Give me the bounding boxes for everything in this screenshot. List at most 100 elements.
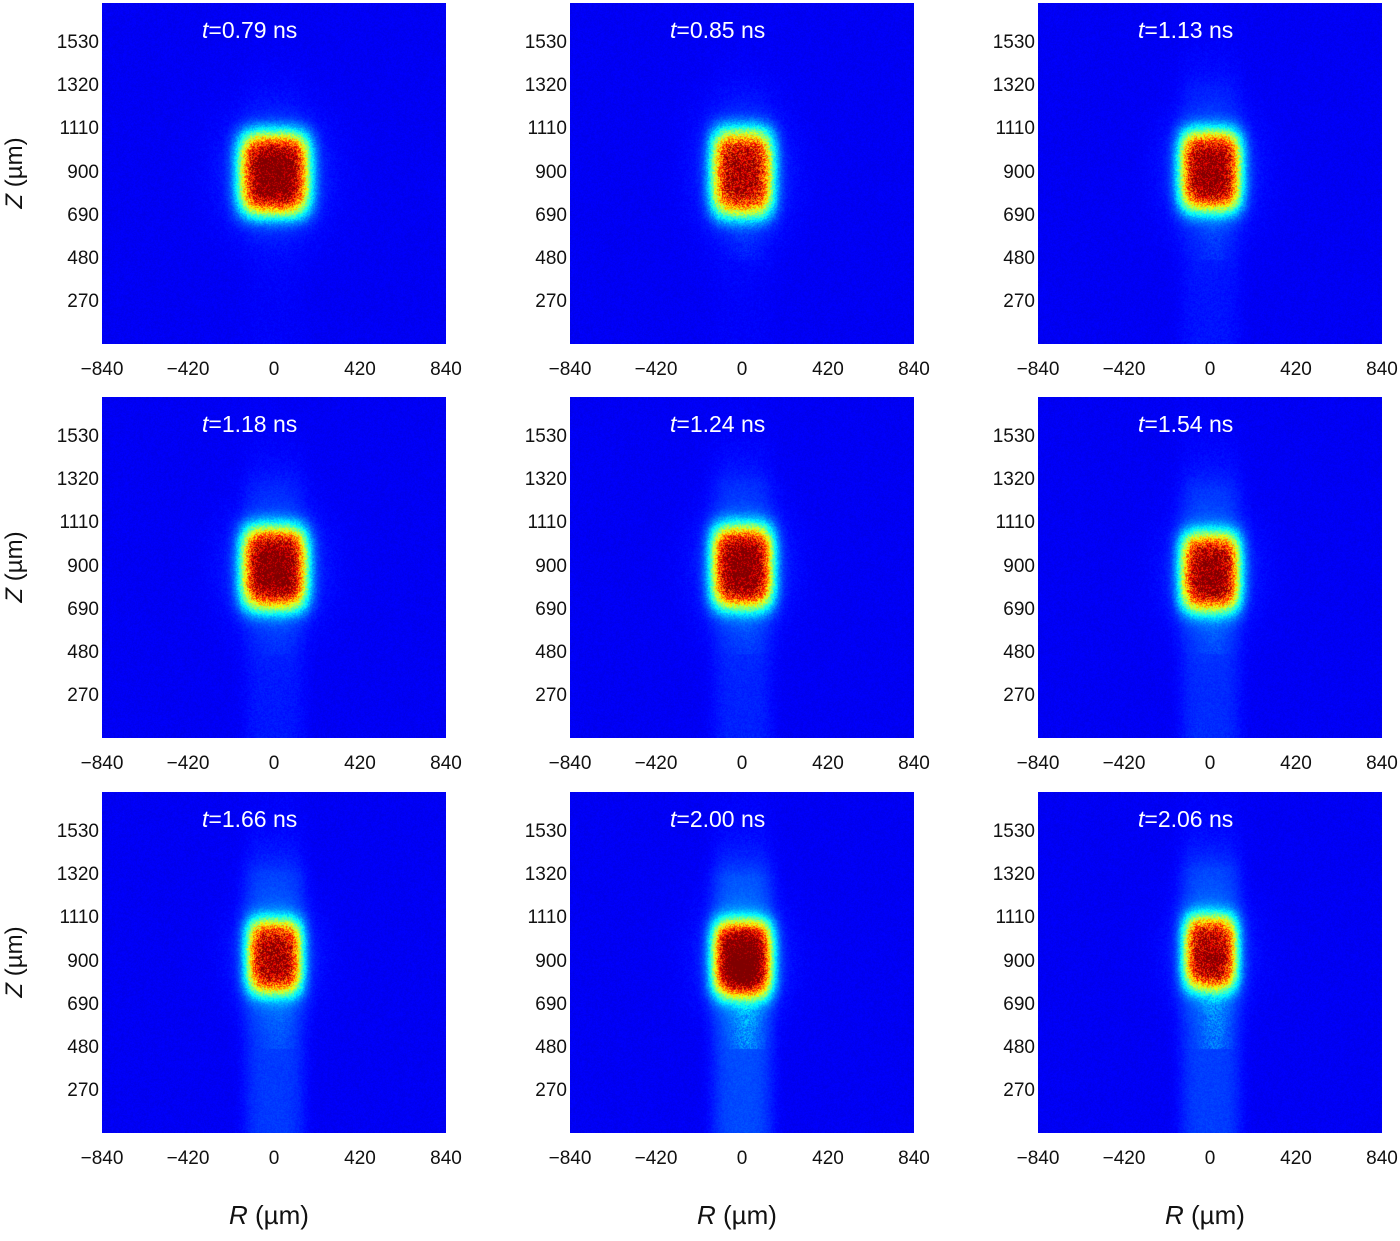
heatmap-image — [102, 397, 446, 738]
x-tick-label: 420 — [1280, 1148, 1312, 1169]
x-axis-label: R (µm) — [229, 1200, 309, 1230]
panel-title: t=0.85 ns — [670, 17, 766, 43]
x-tick-label: 840 — [1366, 753, 1398, 774]
y-tick-label: 1110 — [527, 118, 567, 140]
heatmap-panel: t=2.06 ns — [1038, 792, 1382, 1133]
y-tick-label: 1320 — [524, 75, 567, 97]
y-tick-label: 1530 — [56, 32, 99, 54]
x-tick-label: −840 — [80, 359, 124, 380]
y-tick-label: 270 — [535, 1079, 567, 1101]
y-tick-label: 1320 — [992, 864, 1035, 886]
y-tick-label: 480 — [535, 247, 567, 269]
y-tick-label: 270 — [1003, 1079, 1035, 1101]
heatmap-panel: t=2.00 ns — [570, 792, 914, 1133]
x-tick-label: −840 — [1016, 359, 1060, 380]
y-tick-label: 1530 — [56, 821, 99, 843]
x-tick-label: −840 — [548, 753, 592, 774]
heatmap-image — [570, 792, 914, 1133]
x-tick-label: 840 — [430, 753, 462, 774]
x-tick-label: −420 — [1102, 359, 1146, 380]
x-tick-label: 420 — [812, 359, 844, 380]
y-tick-label: 480 — [535, 641, 567, 663]
y-tick-label: 690 — [535, 993, 567, 1015]
y-axis-label: Z (µm) — [1, 136, 28, 209]
y-tick-label: 900 — [535, 161, 567, 183]
x-tick-label: 420 — [1280, 359, 1312, 380]
y-tick-label: 690 — [535, 598, 567, 620]
heatmap-panel: t=1.54 ns — [1038, 397, 1382, 738]
x-tick-label: −840 — [1016, 1148, 1060, 1169]
x-tick-label: −420 — [166, 753, 210, 774]
y-tick-label: 1320 — [56, 469, 99, 491]
heatmap-panel: t=0.85 ns — [570, 3, 914, 344]
panel-title: t=2.06 ns — [1138, 806, 1234, 832]
heatmap-image — [570, 3, 914, 344]
y-tick-label: 690 — [1003, 598, 1035, 620]
x-tick-label: 420 — [812, 1148, 844, 1169]
y-tick-label: 270 — [67, 1079, 99, 1101]
y-tick-label: 1320 — [56, 75, 99, 97]
y-tick-label: 900 — [1003, 161, 1035, 183]
y-tick-label: 690 — [67, 993, 99, 1015]
y-tick-label: 1530 — [524, 426, 567, 448]
x-tick-label: 420 — [344, 753, 376, 774]
y-tick-label: 1530 — [992, 32, 1035, 54]
y-tick-label: 1110 — [59, 907, 99, 929]
x-tick-label: 0 — [268, 1148, 280, 1169]
y-tick-label: 480 — [67, 247, 99, 269]
heatmap-panel: t=1.66 ns — [102, 792, 446, 1133]
y-tick-label: 690 — [67, 598, 99, 620]
x-tick-label: 840 — [898, 359, 930, 380]
x-tick-label: −420 — [1102, 1148, 1146, 1169]
x-tick-label: −840 — [1016, 753, 1060, 774]
x-tick-label: 420 — [344, 359, 376, 380]
x-tick-label: −840 — [548, 1148, 592, 1169]
y-tick-label: 1530 — [56, 426, 99, 448]
heatmap-image — [102, 3, 446, 344]
x-tick-label: −420 — [634, 1148, 678, 1169]
y-tick-label: 1110 — [995, 512, 1035, 534]
heatmap-panel: t=1.18 ns — [102, 397, 446, 738]
x-tick-label: −420 — [1102, 753, 1146, 774]
y-tick-label: 480 — [67, 1036, 99, 1058]
y-tick-label: 1110 — [995, 907, 1035, 929]
x-tick-label: 0 — [268, 359, 280, 380]
heatmap-panel: t=0.79 ns — [102, 3, 446, 344]
y-tick-label: 1320 — [992, 469, 1035, 491]
x-tick-label: 420 — [1280, 753, 1312, 774]
y-tick-label: 1320 — [992, 75, 1035, 97]
x-tick-label: 840 — [430, 1148, 462, 1169]
y-tick-label: 270 — [535, 684, 567, 706]
x-axis-label: R (µm) — [697, 1200, 777, 1230]
y-tick-label: 900 — [535, 950, 567, 972]
y-axis-label: Z (µm) — [1, 925, 28, 998]
y-tick-label: 1530 — [992, 426, 1035, 448]
heatmap-image — [1038, 3, 1382, 344]
y-tick-label: 270 — [1003, 684, 1035, 706]
x-tick-label: −840 — [80, 753, 124, 774]
y-tick-label: 900 — [535, 555, 567, 577]
y-tick-label: 270 — [67, 684, 99, 706]
panel-title: t=1.66 ns — [202, 806, 298, 832]
y-tick-label: 480 — [1003, 1036, 1035, 1058]
heatmap-panel: t=1.13 ns — [1038, 3, 1382, 344]
y-tick-label: 1110 — [59, 512, 99, 534]
x-tick-label: 0 — [1204, 359, 1216, 380]
x-tick-label: 420 — [812, 753, 844, 774]
x-tick-label: 0 — [736, 359, 748, 380]
x-tick-label: 840 — [1366, 359, 1398, 380]
y-tick-label: 1530 — [524, 32, 567, 54]
heatmap-image — [570, 397, 914, 738]
x-tick-label: 840 — [1366, 1148, 1398, 1169]
y-tick-label: 900 — [67, 555, 99, 577]
y-tick-label: 1110 — [995, 118, 1035, 140]
y-tick-label: 1320 — [524, 864, 567, 886]
y-tick-label: 480 — [67, 641, 99, 663]
heatmap-image — [1038, 792, 1382, 1133]
y-axis-label: Z (µm) — [1, 530, 28, 603]
y-tick-label: 1110 — [527, 512, 567, 534]
x-tick-label: −420 — [166, 1148, 210, 1169]
y-tick-label: 1110 — [527, 907, 567, 929]
x-tick-label: 840 — [430, 359, 462, 380]
y-tick-label: 900 — [67, 950, 99, 972]
